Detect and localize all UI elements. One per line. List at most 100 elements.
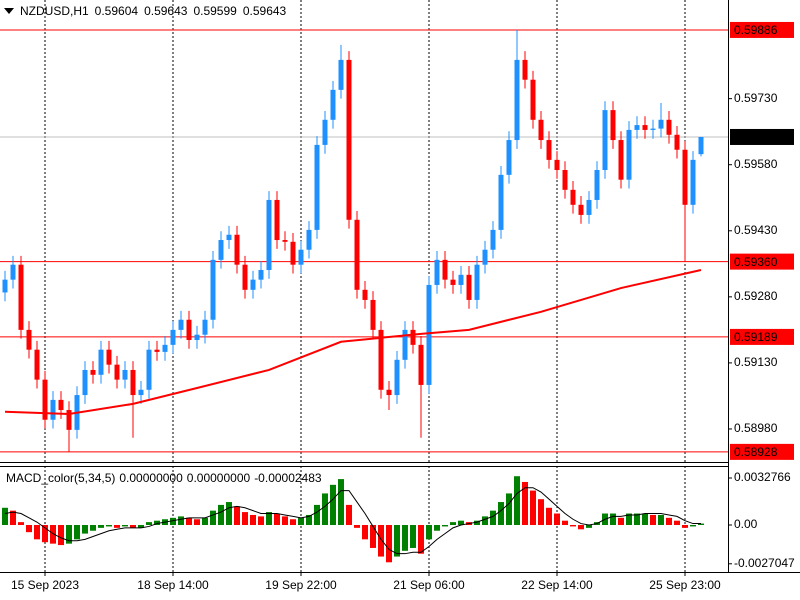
macd-bar bbox=[666, 517, 672, 525]
y-tick-label: 0.59730 bbox=[734, 91, 778, 105]
macd-bar bbox=[154, 520, 160, 525]
macd-bar bbox=[426, 524, 432, 540]
symbol: NZDUSD,H1 bbox=[20, 4, 89, 18]
level-label: 0.59360 bbox=[734, 255, 778, 269]
candle-body bbox=[530, 79, 536, 120]
macd-bar bbox=[338, 479, 344, 525]
macd-bar bbox=[458, 520, 464, 525]
macd-bar bbox=[570, 524, 576, 527]
candle-body bbox=[682, 149, 688, 205]
ohlc-readout: 0.59643 bbox=[243, 4, 287, 18]
macd-bar bbox=[50, 524, 56, 544]
macd-bar bbox=[450, 522, 456, 525]
candle-body bbox=[586, 199, 592, 215]
candle-body bbox=[178, 319, 184, 330]
candle-body bbox=[570, 189, 576, 205]
candle-body bbox=[346, 59, 352, 220]
candle-body bbox=[442, 259, 448, 280]
level-label: 0.59189 bbox=[734, 330, 778, 344]
candle-body bbox=[18, 264, 24, 330]
candle-body bbox=[450, 279, 456, 285]
candle-body bbox=[122, 369, 128, 380]
macd-bar bbox=[18, 522, 24, 525]
macd-bar bbox=[282, 516, 288, 525]
candle-body bbox=[66, 410, 72, 430]
macd-bar bbox=[138, 524, 144, 528]
macd-bar bbox=[690, 524, 696, 527]
x-tick-label: 19 Sep 22:00 bbox=[265, 578, 337, 592]
candle-body bbox=[50, 399, 56, 420]
macd-bar bbox=[202, 517, 208, 525]
level-label-box bbox=[730, 253, 794, 270]
candle-body bbox=[610, 110, 616, 141]
chart-header: NZDUSD,H1 0.59604 0.59643 0.59599 0.59643 bbox=[20, 4, 287, 18]
macd-bar bbox=[66, 524, 72, 544]
y-tick-label: 0.00 bbox=[734, 517, 758, 531]
macd-bar bbox=[378, 524, 384, 557]
macd-bar bbox=[530, 490, 536, 525]
macd-bar bbox=[26, 524, 32, 533]
candle-body bbox=[402, 329, 408, 360]
candle-body bbox=[546, 140, 552, 160]
macd-bar bbox=[170, 517, 176, 525]
indicator-name: MACD_color(5,34,5) bbox=[6, 471, 115, 485]
candle-body bbox=[98, 349, 104, 375]
macd-bar bbox=[538, 499, 544, 525]
candle-body bbox=[26, 329, 32, 350]
macd-bar bbox=[98, 524, 104, 528]
macd-bar bbox=[106, 524, 112, 527]
macd-bar bbox=[10, 510, 16, 525]
candle-body bbox=[658, 119, 664, 129]
x-tick-label: 18 Sep 14:00 bbox=[137, 578, 209, 592]
candle-body bbox=[282, 240, 288, 242]
macd-bar bbox=[442, 524, 448, 527]
macd-bar bbox=[418, 524, 424, 554]
signal-line bbox=[4, 487, 701, 555]
candle-body bbox=[554, 159, 560, 171]
macd-bar bbox=[498, 502, 504, 525]
level-label: 0.58928 bbox=[734, 445, 778, 459]
macd-bar bbox=[610, 513, 616, 525]
candle-body bbox=[466, 274, 472, 300]
ohlc-readout: 0.59599 bbox=[193, 4, 237, 18]
menu-triangle[interactable] bbox=[4, 8, 14, 14]
macd-bar bbox=[698, 523, 704, 525]
candle-body bbox=[306, 229, 312, 250]
candle-body bbox=[258, 269, 264, 280]
candle-body bbox=[490, 229, 496, 250]
x-tick-label: 22 Sep 14:00 bbox=[521, 578, 593, 592]
ohlc-readout: 0.59643 bbox=[144, 4, 188, 18]
candle-body bbox=[10, 264, 16, 280]
candle-body bbox=[474, 264, 480, 300]
macd-bar bbox=[618, 517, 624, 525]
candle-body bbox=[34, 349, 40, 380]
macd-bar bbox=[410, 524, 416, 548]
candle-body bbox=[634, 125, 640, 130]
macd-bar bbox=[434, 524, 440, 531]
macd-bar bbox=[194, 519, 200, 525]
macd-bar bbox=[218, 504, 224, 525]
candle-body bbox=[354, 219, 360, 290]
candle-body bbox=[170, 329, 176, 345]
moving-average bbox=[4, 269, 702, 415]
macd-bar bbox=[506, 493, 512, 525]
candle-body bbox=[458, 274, 464, 285]
macd-bar bbox=[682, 524, 688, 528]
candle-body bbox=[650, 128, 656, 130]
candle-body bbox=[130, 369, 136, 396]
macd-bar bbox=[250, 514, 256, 525]
candle-body bbox=[418, 344, 424, 385]
macd-bar bbox=[490, 510, 496, 525]
candle-body bbox=[146, 349, 152, 390]
macd-bar bbox=[114, 524, 120, 528]
candle-body bbox=[482, 249, 488, 265]
ohlc-readout: 0.59604 bbox=[95, 4, 139, 18]
candle-body bbox=[522, 59, 528, 80]
x-tick-label: 15 Sep 2023 bbox=[11, 578, 79, 592]
level-label: 0.59886 bbox=[734, 23, 778, 37]
macd-bar bbox=[130, 524, 136, 528]
candle-body bbox=[330, 89, 336, 120]
candle-body bbox=[250, 279, 256, 290]
candle-body bbox=[426, 284, 432, 385]
